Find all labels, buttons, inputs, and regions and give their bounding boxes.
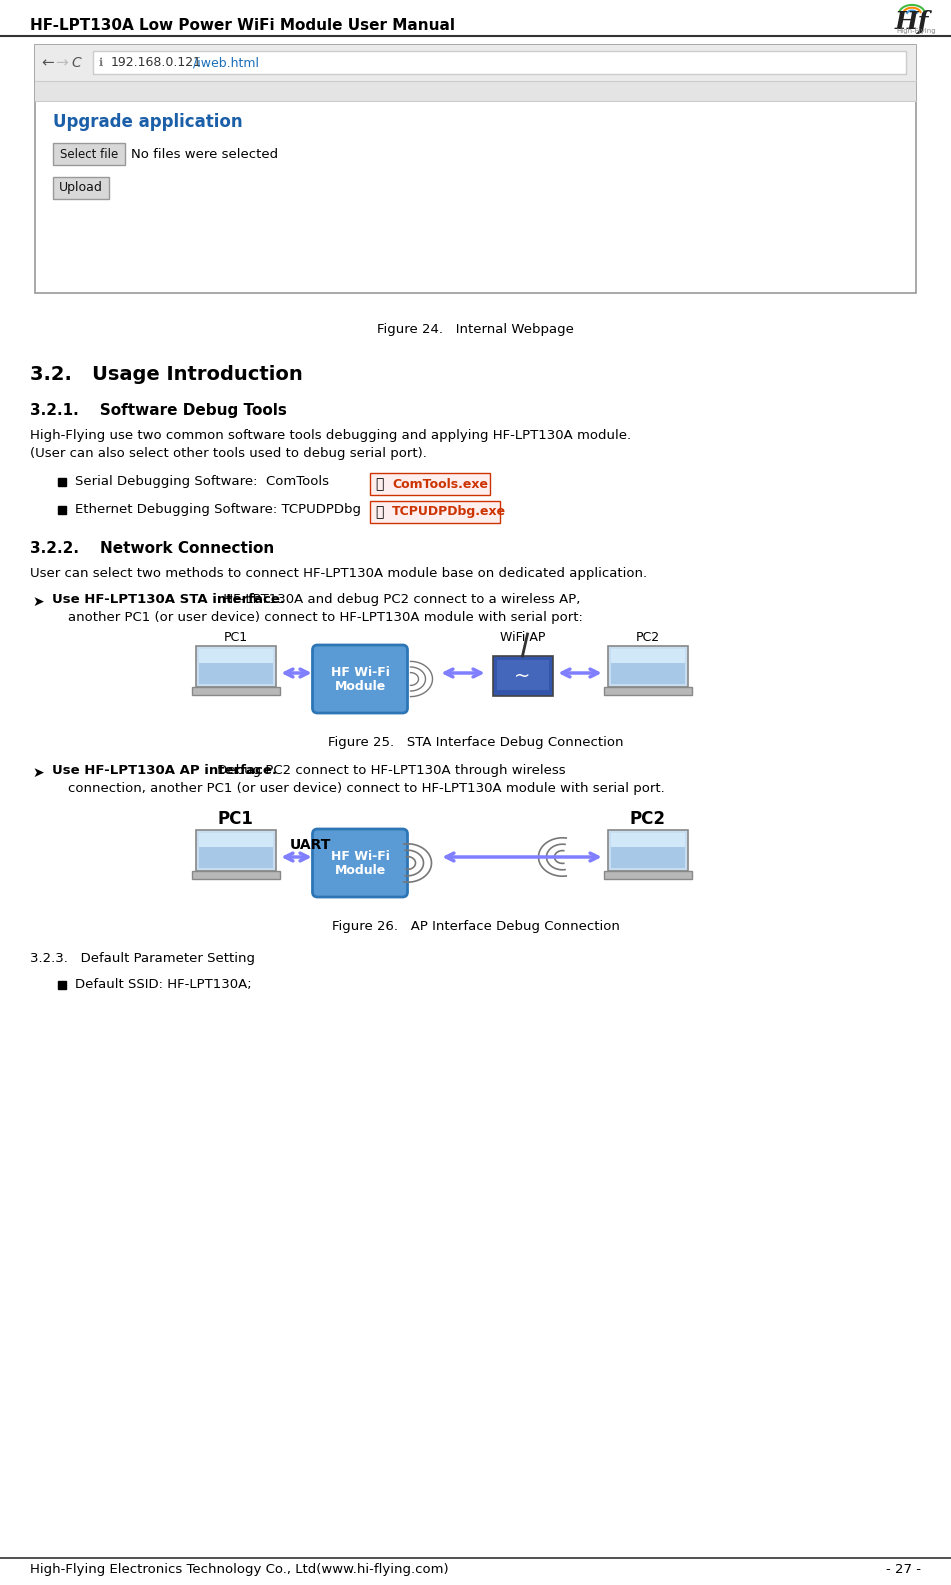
Text: 🔧: 🔧 bbox=[375, 477, 383, 491]
Text: Debug PC2 connect to HF-LPT130A through wireless: Debug PC2 connect to HF-LPT130A through … bbox=[213, 764, 566, 777]
Text: Select file: Select file bbox=[60, 147, 118, 160]
Text: HF-LPT130A Low Power WiFi Module User Manual: HF-LPT130A Low Power WiFi Module User Ma… bbox=[30, 17, 455, 33]
Text: HF Wi-Fi: HF Wi-Fi bbox=[331, 666, 390, 678]
Text: Use HF-LPT130A STA interface.: Use HF-LPT130A STA interface. bbox=[52, 593, 285, 605]
Bar bbox=[611, 834, 685, 869]
Bar bbox=[191, 870, 280, 880]
Bar bbox=[496, 659, 549, 689]
Text: PC1: PC1 bbox=[223, 631, 247, 644]
Text: Figure 26.   AP Interface Debug Connection: Figure 26. AP Interface Debug Connection bbox=[332, 919, 619, 934]
Bar bbox=[199, 834, 273, 869]
Bar bbox=[604, 870, 691, 880]
FancyBboxPatch shape bbox=[313, 645, 407, 713]
Text: ➤: ➤ bbox=[32, 594, 44, 609]
Text: Upload: Upload bbox=[59, 182, 103, 195]
Bar bbox=[611, 834, 685, 846]
Text: Hf: Hf bbox=[895, 10, 929, 33]
Text: another PC1 (or user device) connect to HF-LPT130A module with serial port:: another PC1 (or user device) connect to … bbox=[68, 610, 583, 624]
Bar bbox=[199, 834, 273, 846]
Bar bbox=[493, 656, 553, 696]
FancyBboxPatch shape bbox=[53, 143, 125, 165]
Bar bbox=[196, 831, 276, 870]
Text: 📡: 📡 bbox=[375, 506, 383, 518]
Text: ➤: ➤ bbox=[32, 766, 44, 780]
Text: Upgrade application: Upgrade application bbox=[53, 113, 243, 132]
Bar bbox=[608, 831, 688, 870]
Text: Ethernet Debugging Software: TCPUDPDbg: Ethernet Debugging Software: TCPUDPDbg bbox=[75, 502, 361, 517]
FancyBboxPatch shape bbox=[313, 829, 407, 897]
Text: Figure 24.   Internal Webpage: Figure 24. Internal Webpage bbox=[377, 323, 574, 336]
Bar bbox=[35, 44, 916, 293]
Text: Use HF-LPT130A AP interface.: Use HF-LPT130A AP interface. bbox=[52, 764, 277, 777]
Text: ComTools.exe: ComTools.exe bbox=[392, 477, 488, 490]
Text: HF-LPT130A and debug PC2 connect to a wireless AP,: HF-LPT130A and debug PC2 connect to a wi… bbox=[219, 593, 580, 605]
Bar bbox=[199, 648, 273, 663]
Bar bbox=[191, 686, 280, 696]
Bar bbox=[370, 501, 500, 523]
Text: ~: ~ bbox=[514, 667, 531, 685]
FancyBboxPatch shape bbox=[53, 178, 109, 200]
Text: 3.2.1.    Software Debug Tools: 3.2.1. Software Debug Tools bbox=[30, 403, 287, 418]
Text: PC2: PC2 bbox=[635, 631, 660, 644]
Text: PC1: PC1 bbox=[218, 810, 253, 827]
Text: 3.2.3.   Default Parameter Setting: 3.2.3. Default Parameter Setting bbox=[30, 953, 255, 965]
Text: User can select two methods to connect HF-LPT130A module base on dedicated appli: User can select two methods to connect H… bbox=[30, 567, 647, 580]
Text: connection, another PC1 (or user device) connect to HF-LPT130A module with seria: connection, another PC1 (or user device)… bbox=[68, 781, 665, 796]
Text: 3.2.2.    Network Connection: 3.2.2. Network Connection bbox=[30, 540, 274, 556]
Text: C: C bbox=[71, 55, 81, 70]
Text: TCPUDPDbg.exe: TCPUDPDbg.exe bbox=[392, 506, 506, 518]
Text: /iweb.html: /iweb.html bbox=[193, 57, 259, 70]
Bar bbox=[370, 472, 490, 495]
Text: UART: UART bbox=[290, 838, 331, 853]
Text: Module: Module bbox=[335, 680, 385, 693]
Bar bbox=[611, 648, 685, 663]
Text: High-Flying: High-Flying bbox=[896, 29, 936, 33]
Text: ℹ: ℹ bbox=[99, 59, 104, 68]
Text: - 27 -: - 27 - bbox=[886, 1563, 921, 1575]
Bar bbox=[35, 44, 916, 81]
Bar bbox=[604, 686, 691, 696]
Bar bbox=[93, 51, 906, 74]
Text: Module: Module bbox=[335, 864, 385, 877]
Bar bbox=[199, 648, 273, 683]
Text: High-Flying Electronics Technology Co., Ltd(www.hi-flying.com): High-Flying Electronics Technology Co., … bbox=[30, 1563, 449, 1575]
Text: (User can also select other tools used to debug serial port).: (User can also select other tools used t… bbox=[30, 447, 427, 460]
Text: Default SSID: HF-LPT130A;: Default SSID: HF-LPT130A; bbox=[75, 978, 252, 991]
Text: High-Flying use two common software tools debugging and applying HF-LPT130A modu: High-Flying use two common software tool… bbox=[30, 430, 631, 442]
Text: →: → bbox=[55, 55, 68, 70]
Text: PC2: PC2 bbox=[630, 810, 666, 827]
Text: WiFi AP: WiFi AP bbox=[500, 631, 545, 644]
Text: HF Wi-Fi: HF Wi-Fi bbox=[331, 850, 390, 862]
Bar bbox=[35, 81, 916, 101]
Text: No files were selected: No files were selected bbox=[131, 147, 278, 162]
Bar bbox=[608, 647, 688, 686]
Bar bbox=[196, 647, 276, 686]
Bar bbox=[611, 648, 685, 683]
Text: 192.168.0.121: 192.168.0.121 bbox=[111, 57, 202, 70]
Text: Figure 25.   STA Interface Debug Connection: Figure 25. STA Interface Debug Connectio… bbox=[328, 735, 623, 750]
Text: Serial Debugging Software:  ComTools: Serial Debugging Software: ComTools bbox=[75, 476, 329, 488]
Text: 3.2.   Usage Introduction: 3.2. Usage Introduction bbox=[30, 365, 302, 384]
Text: ←: ← bbox=[42, 55, 54, 70]
